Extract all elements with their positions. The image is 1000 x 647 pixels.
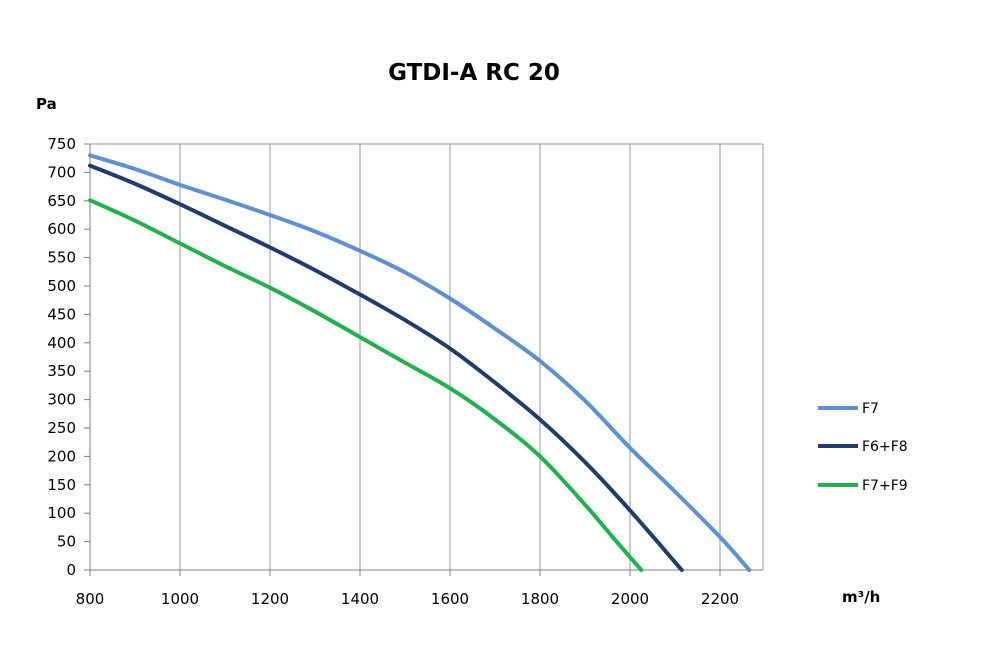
legend-label-f6-f8: F6+F8 xyxy=(862,439,908,455)
series-lines xyxy=(88,153,752,572)
axes xyxy=(84,143,763,576)
x-tick-label: 1200 xyxy=(251,590,289,608)
y-tick-label: 150 xyxy=(47,476,76,494)
y-axis-unit: Pa xyxy=(36,95,57,113)
x-axis-unit: m³/h xyxy=(842,588,880,606)
y-tick-label: 500 xyxy=(47,277,76,295)
x-tick-label: 800 xyxy=(76,590,105,608)
y-tick-labels: 0 50 100 150 200 250 300 350 400 450 500 550 600 650 7… xyxy=(47,135,76,579)
y-tick-label: 750 xyxy=(47,135,76,153)
legend-label-f7: F7 xyxy=(862,401,879,417)
x-tick-label: 2000 xyxy=(611,590,649,608)
x-tick-label: 2200 xyxy=(701,590,739,608)
y-tick-label: 700 xyxy=(47,163,76,181)
x-tick-label: 1600 xyxy=(431,590,469,608)
legend-label-f7-f9: F7+F9 xyxy=(862,478,908,494)
y-tick-label: 550 xyxy=(47,249,76,267)
y-tick-label: 100 xyxy=(47,504,76,522)
y-tick-label: 0 xyxy=(66,561,76,579)
x-tick-label: 1400 xyxy=(341,590,379,608)
series-line-f6-f8 xyxy=(88,163,684,572)
x-tick-label: 1800 xyxy=(521,590,559,608)
y-tick-label: 400 xyxy=(47,334,76,352)
y-tick-label: 450 xyxy=(47,305,76,323)
legend: F7 F6+F8 F7+F9 xyxy=(818,401,908,494)
y-tick-label: 650 xyxy=(47,192,76,210)
y-tick-label: 300 xyxy=(47,391,76,409)
y-tick-label: 350 xyxy=(47,362,76,380)
y-tick-label: 250 xyxy=(47,419,76,437)
y-tick-label: 600 xyxy=(47,220,76,238)
x-tick-labels: 800 1000 1200 1400 1600 1800 2000 2200 xyxy=(76,590,739,608)
y-tick-label: 200 xyxy=(47,447,76,465)
x-tick-label: 1000 xyxy=(161,590,199,608)
y-tick-label: 50 xyxy=(57,533,76,551)
chart-title: GTDI-A RC 20 xyxy=(388,60,560,86)
series-line-f7-f9 xyxy=(88,198,644,572)
series-line-f7 xyxy=(88,153,752,572)
